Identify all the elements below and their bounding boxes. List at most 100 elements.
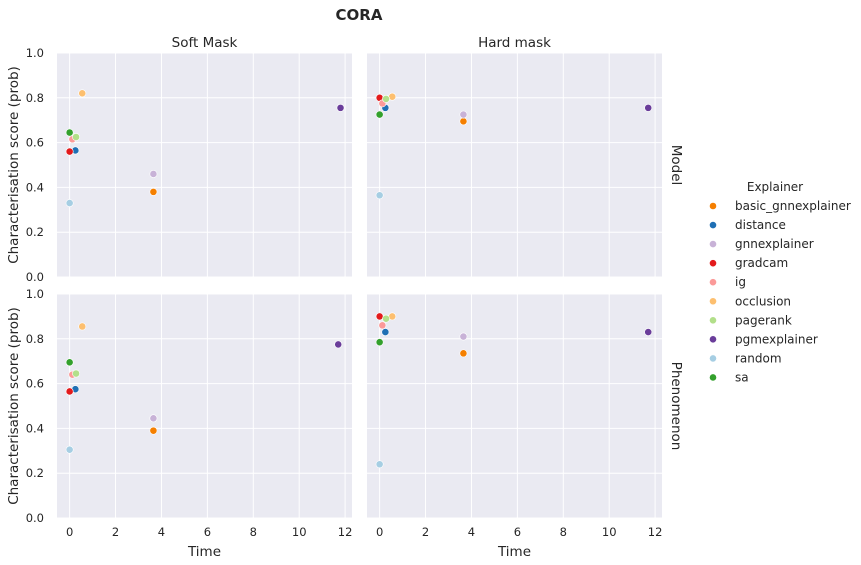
data-point	[78, 89, 87, 98]
data-point	[382, 314, 390, 323]
legend-label: occlusion	[735, 294, 791, 308]
legend-label: random	[735, 351, 782, 365]
panel-background	[57, 294, 352, 518]
y-tick-label: 0.4	[26, 180, 44, 194]
data-point	[334, 340, 343, 349]
data-point	[78, 322, 87, 331]
data-point	[375, 460, 384, 469]
y-tick-label: 1.0	[26, 46, 44, 60]
data-point	[381, 328, 390, 336]
y-tick-label: 0.8	[26, 332, 44, 346]
y-tick-label: 0.6	[26, 136, 44, 150]
x-tick-label: 6	[204, 525, 211, 539]
x-tick-label: 2	[422, 525, 429, 539]
legend-label: gradcam	[735, 256, 788, 270]
legend-item: random	[709, 351, 782, 365]
y-tick-label: 0.0	[26, 270, 44, 284]
data-point	[149, 170, 158, 178]
x-tick-label: 4	[158, 525, 165, 539]
legend-label: basic_gnnexplainer	[735, 199, 851, 213]
data-point	[459, 349, 468, 358]
panel-background	[367, 294, 662, 518]
legend-item: basic_gnnexplainer	[709, 199, 851, 213]
data-point	[65, 147, 74, 156]
x-tick-label: 0	[376, 525, 383, 539]
legend-marker	[709, 354, 717, 363]
data-point	[644, 328, 653, 336]
x-axis-label: Time	[187, 544, 221, 560]
y-axis-label: Characterisation score (prob)	[6, 66, 22, 264]
data-point	[65, 445, 74, 454]
legend-label: pgmexplainer	[735, 332, 818, 346]
column-header: Hard mask	[478, 35, 551, 51]
y-axis-label: Characterisation score (prob)	[6, 307, 22, 505]
y-tick-label: 0.6	[26, 377, 44, 391]
legend-label: ig	[735, 275, 746, 289]
x-tick-label: 12	[648, 525, 663, 539]
data-point	[149, 414, 158, 423]
y-tick-label: 0.4	[26, 421, 44, 435]
y-tick-label: 1.0	[26, 287, 44, 301]
legend-item: gradcam	[709, 256, 788, 270]
legend-item: gnnexplainer	[709, 237, 814, 251]
x-axis-label: Time	[497, 544, 531, 560]
facet-panel	[367, 52, 662, 278]
data-point	[644, 103, 653, 112]
data-point	[375, 312, 384, 321]
x-tick-label: 4	[468, 525, 475, 539]
legend-item: sa	[709, 370, 749, 384]
row-header: Phenomenon	[668, 362, 684, 451]
legend-marker	[709, 202, 717, 210]
y-tick-label: 0.2	[26, 225, 44, 239]
data-point	[382, 95, 390, 103]
row-header: Model	[668, 145, 684, 186]
legend-title: Explainer	[747, 180, 803, 194]
y-tick-label: 0.2	[26, 466, 44, 480]
legend-item: ig	[709, 275, 746, 289]
data-point	[459, 110, 468, 119]
data-point	[336, 103, 345, 112]
data-point	[375, 110, 384, 119]
data-point	[459, 332, 468, 341]
data-point	[65, 358, 74, 367]
x-tick-label: 10	[292, 525, 307, 539]
legend-marker	[709, 221, 717, 229]
data-point	[459, 117, 468, 126]
legend-item: occlusion	[709, 294, 791, 308]
legend-item: pagerank	[709, 313, 792, 327]
data-point	[149, 426, 158, 435]
panel-background	[367, 53, 662, 277]
legend-marker	[709, 259, 717, 268]
data-point	[65, 387, 74, 396]
facet-panel	[57, 52, 352, 278]
legend-marker	[709, 335, 717, 344]
legend-marker	[709, 240, 717, 248]
legend-item: distance	[709, 218, 786, 232]
facet-panel	[57, 293, 352, 519]
data-point	[65, 199, 74, 207]
x-tick-label: 2	[112, 525, 119, 539]
x-tick-label: 0	[66, 525, 73, 539]
data-point	[375, 338, 384, 347]
legend-label: gnnexplainer	[735, 237, 814, 251]
x-tick-label: 8	[560, 525, 567, 539]
legend-marker	[709, 316, 717, 325]
legend-label: distance	[735, 218, 786, 232]
legend-marker	[709, 297, 717, 306]
x-tick-label: 8	[250, 525, 257, 539]
legend-marker	[709, 278, 717, 287]
data-point	[72, 133, 80, 141]
data-point	[378, 321, 387, 330]
column-header: Soft Mask	[172, 35, 238, 51]
legend-item: pgmexplainer	[709, 332, 818, 346]
y-tick-label: 0.8	[26, 91, 44, 105]
data-point	[65, 128, 74, 137]
x-tick-label: 12	[338, 525, 353, 539]
x-tick-label: 10	[602, 525, 617, 539]
chart-title: CORA	[336, 6, 383, 24]
y-tick-label: 0.0	[26, 511, 44, 525]
legend-marker	[709, 373, 717, 382]
data-point	[149, 187, 158, 196]
data-point	[72, 369, 80, 378]
